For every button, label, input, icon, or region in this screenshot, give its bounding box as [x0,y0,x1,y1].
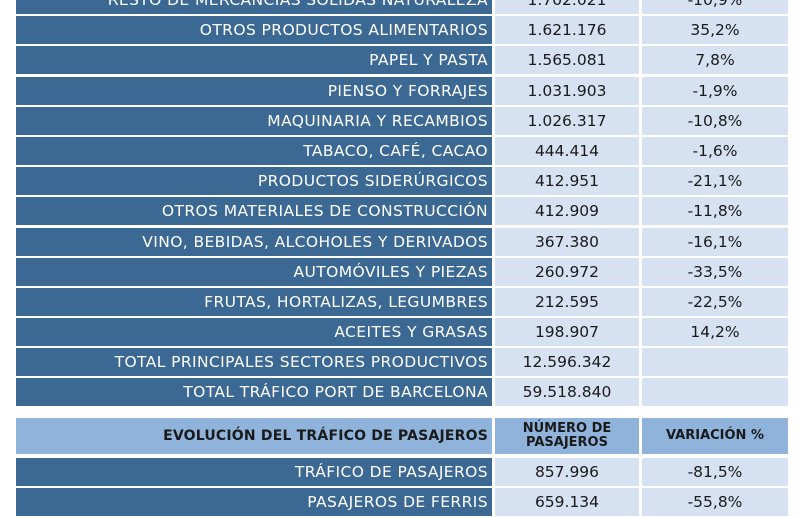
row-label: TOTAL PRINCIPALES SECTORES PRODUCTIVOS [16,348,492,377]
row-variation: 7,8% [642,46,788,75]
total-row: TOTAL PRINCIPALES SECTORES PRODUCTIVOS 1… [16,348,788,377]
row-variation: 35,2% [642,16,788,45]
row-value: 444.414 [495,136,639,165]
row-value: 212.595 [495,287,639,316]
row-label: FRUTAS, HORTALIZAS, LEGUMBRES [16,287,492,316]
row-value: 12.596.342 [495,348,639,377]
row-value: 659.134 [495,488,639,517]
row-label: ACEITES Y GRASAS [16,318,492,347]
table-row: OTROS PRODUCTOS ALIMENTARIOS 1.621.176 3… [16,16,788,45]
row-variation: -81,5% [642,458,788,486]
table-row: PRODUCTOS SIDERÚRGICOS 412.951 -21,1% [16,167,788,196]
row-value: 367.380 [495,227,639,256]
total-row: TOTAL TRÁFICO PORT DE BARCELONA 59.518.8… [16,378,788,407]
table-row: MAQUINARIA Y RECAMBIOS 1.026.317 -10,8% [16,106,788,135]
row-variation: -1,6% [642,136,788,165]
row-label: VINO, BEBIDAS, ALCOHOLES Y DERIVADOS [16,227,492,256]
header-number-line2: PASAJEROS [526,435,608,450]
passenger-table: EVOLUCIÓN DEL TRÁFICO DE PASAJEROS NÚMER… [16,418,788,518]
header-number-line1: NÚMERO DE [522,421,612,436]
row-value: 857.996 [495,458,639,486]
row-label: TOTAL TRÁFICO PORT DE BARCELONA [16,378,492,407]
row-variation: -10,9% [642,0,788,14]
table-row: RESTO DE MERCANCÍAS SÓLIDAS NATURALEZA 1… [16,0,788,14]
row-label: PRODUCTOS SIDERÚRGICOS [16,167,492,196]
row-value: 412.909 [495,197,639,226]
table-row: AUTOMÓVILES Y PIEZAS 260.972 -33,5% [16,257,788,286]
table-row: TRÁFICO DE PASAJEROS 857.996 -81,5% [16,458,788,486]
table-row: VINO, BEBIDAS, ALCOHOLES Y DERIVADOS 367… [16,227,788,256]
row-value: 59.518.840 [495,378,639,407]
row-label: PIENSO Y FORRAJES [16,76,492,105]
row-label: MAQUINARIA Y RECAMBIOS [16,106,492,135]
table-row: ACEITES Y GRASAS 198.907 14,2% [16,318,788,347]
row-variation: -22,5% [642,287,788,316]
row-label: OTROS PRODUCTOS ALIMENTARIOS [16,16,492,45]
table-header: EVOLUCIÓN DEL TRÁFICO DE PASAJEROS NÚMER… [16,418,788,454]
table-row: PAPEL Y PASTA 1.565.081 7,8% [16,46,788,75]
row-value: 1.031.903 [495,76,639,105]
table-row: PIENSO Y FORRAJES 1.031.903 -1,9% [16,76,788,105]
row-label: OTROS MATERIALES DE CONSTRUCCIÓN [16,197,492,226]
row-value: 260.972 [495,257,639,286]
row-value: 1.621.176 [495,16,639,45]
row-value: 1.026.317 [495,106,639,135]
table-row: PASAJEROS DE FERRIS 659.134 -55,8% [16,488,788,517]
row-value: 1.702.021 [495,0,639,14]
row-variation: -1,9% [642,76,788,105]
header-title: EVOLUCIÓN DEL TRÁFICO DE PASAJEROS [16,418,492,454]
row-variation: -33,5% [642,257,788,286]
row-value: 1.565.081 [495,46,639,75]
row-label: PASAJEROS DE FERRIS [16,488,492,517]
table-row: OTROS MATERIALES DE CONSTRUCCIÓN 412.909… [16,197,788,226]
row-variation [642,348,788,377]
row-variation: -21,1% [642,167,788,196]
row-label: RESTO DE MERCANCÍAS SÓLIDAS NATURALEZA [16,0,492,14]
goods-table: RESTO DE MERCANCÍAS SÓLIDAS NATURALEZA 1… [16,0,788,409]
row-label: AUTOMÓVILES Y PIEZAS [16,257,492,286]
table-row: TABACO, CAFÉ, CACAO 444.414 -1,6% [16,136,788,165]
header-variation: VARIACIÓN % [642,418,788,454]
row-variation: -11,8% [642,197,788,226]
row-label: TRÁFICO DE PASAJEROS [16,458,492,486]
table-row: FRUTAS, HORTALIZAS, LEGUMBRES 212.595 -2… [16,287,788,316]
row-label: PAPEL Y PASTA [16,46,492,75]
row-label: TABACO, CAFÉ, CACAO [16,136,492,165]
row-variation: -55,8% [642,488,788,517]
row-variation: 14,2% [642,318,788,347]
row-variation: -10,8% [642,106,788,135]
header-number: NÚMERO DE PASAJEROS [495,418,639,454]
row-value: 198.907 [495,318,639,347]
row-variation: -16,1% [642,227,788,256]
row-variation [642,378,788,407]
row-value: 412.951 [495,167,639,196]
